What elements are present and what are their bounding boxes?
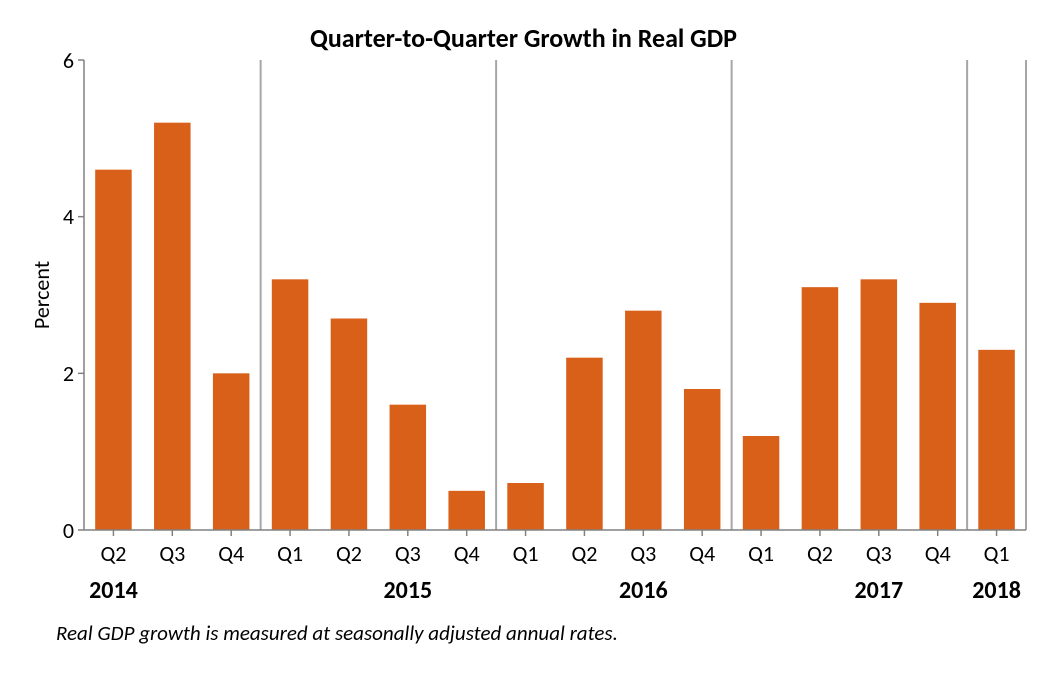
quarter-label: Q2 [324, 540, 374, 567]
bar [507, 483, 544, 530]
quarter-label: Q1 [265, 540, 315, 567]
bar [802, 287, 839, 530]
quarter-label: Q1 [972, 540, 1022, 567]
bar [684, 389, 721, 530]
quarter-label: Q4 [913, 540, 963, 567]
bar [625, 311, 662, 530]
bar [861, 279, 898, 530]
gdp-bar-chart: Quarter-to-Quarter Growth in Real GDP Pe… [0, 0, 1047, 673]
chart-svg [84, 60, 1026, 530]
bar [154, 123, 191, 530]
quarter-label: Q3 [383, 540, 433, 567]
bar [272, 279, 309, 530]
chart-caption: Real GDP growth is measured at seasonall… [56, 620, 618, 646]
quarter-label: Q4 [677, 540, 727, 567]
quarter-label: Q2 [88, 540, 138, 567]
y-tick-label: 0 [34, 517, 74, 544]
quarter-label: Q2 [559, 540, 609, 567]
year-label: 2016 [603, 576, 683, 605]
quarter-label: Q1 [501, 540, 551, 567]
quarter-label: Q1 [736, 540, 786, 567]
bar [448, 491, 485, 530]
bar [978, 350, 1015, 530]
bar [95, 170, 132, 530]
year-label: 2015 [368, 576, 448, 605]
year-label: 2014 [73, 576, 153, 605]
quarter-label: Q2 [795, 540, 845, 567]
bar [331, 319, 368, 531]
chart-title: Quarter-to-Quarter Growth in Real GDP [0, 22, 1047, 54]
y-axis-label: Percent [28, 215, 55, 375]
quarter-label: Q4 [442, 540, 492, 567]
bar [566, 358, 603, 530]
bar [919, 303, 956, 530]
y-tick-label: 2 [34, 360, 74, 387]
bar [743, 436, 780, 530]
quarter-label: Q3 [854, 540, 904, 567]
year-label: 2017 [839, 576, 919, 605]
plot-area [84, 60, 1026, 530]
bar [213, 373, 250, 530]
y-tick-label: 4 [34, 203, 74, 230]
year-label: 2018 [957, 576, 1037, 605]
y-tick-label: 6 [34, 47, 74, 74]
quarter-label: Q3 [618, 540, 668, 567]
bar [390, 405, 427, 530]
quarter-label: Q4 [206, 540, 256, 567]
quarter-label: Q3 [147, 540, 197, 567]
